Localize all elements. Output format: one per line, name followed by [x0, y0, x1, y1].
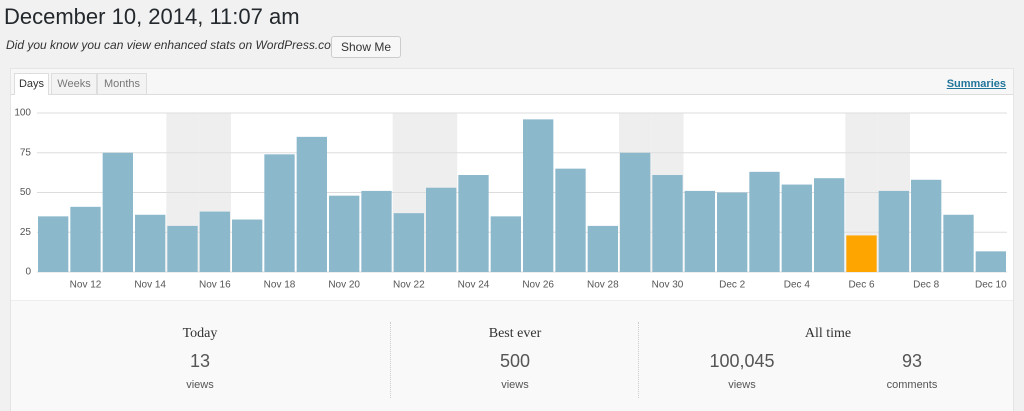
tab-bar	[11, 69, 1013, 95]
y-tick-label: 25	[20, 227, 32, 238]
stat-unit: comments	[886, 379, 938, 391]
bar	[232, 219, 263, 272]
page-title: December 10, 2014, 11:07 am	[4, 4, 300, 29]
x-tick-label: Dec 2	[719, 280, 746, 291]
x-tick-label: Dec 8	[913, 280, 940, 291]
stat-value: 93	[901, 351, 923, 371]
stat-unit: views	[501, 379, 529, 391]
bar	[717, 192, 748, 272]
x-tick-label: Nov 12	[70, 280, 102, 291]
bar	[426, 187, 457, 272]
bar	[70, 206, 101, 272]
tab[interactable]: Months	[97, 73, 147, 94]
stat-value: 500	[499, 351, 531, 371]
chart: 0 25 50 75 100 Nov 12 Nov 14 Nov 16 Nov 18 Nov 20…	[14, 108, 1007, 291]
x-tick-label: Nov 24	[458, 280, 490, 291]
x-tick-label: Dec 6	[848, 280, 875, 291]
separator	[390, 322, 391, 398]
bar	[264, 154, 295, 272]
bar	[943, 214, 974, 272]
x-tick-label: Dec 4	[784, 280, 811, 291]
bar	[555, 168, 586, 272]
x-tick-label: Nov 28	[587, 280, 619, 291]
x-tick-label: Nov 22	[393, 280, 425, 291]
bar	[102, 152, 133, 272]
y-tick-label: 75	[20, 147, 32, 158]
bar	[490, 216, 521, 272]
x-tick-label: Nov 26	[522, 280, 554, 291]
stat-label: All time	[804, 326, 852, 341]
bar	[620, 152, 651, 272]
x-tick-label: Nov 20	[328, 280, 360, 291]
summaries-link[interactable]: Summaries	[946, 78, 1006, 90]
stats-summary	[11, 300, 1013, 411]
bar	[878, 190, 909, 272]
y-tick-label: 0	[25, 267, 31, 278]
bar	[975, 251, 1006, 272]
x-tick-label: Nov 16	[199, 280, 231, 291]
bar	[911, 179, 942, 272]
bar	[393, 213, 424, 272]
notice: Did you know you can view enhanced stats…	[6, 38, 348, 52]
bar	[296, 136, 327, 272]
bar	[38, 216, 69, 272]
bar	[458, 175, 489, 272]
bar	[652, 175, 683, 272]
bar	[199, 211, 230, 272]
stat-label: Best ever	[488, 326, 542, 341]
bar	[523, 119, 554, 272]
bar	[329, 195, 360, 272]
x-tick-label: Nov 30	[652, 280, 684, 291]
tab[interactable]: Weeks	[51, 73, 97, 94]
bar	[587, 225, 618, 272]
x-tick-label: Nov 18	[264, 280, 296, 291]
stat-unit: views	[728, 379, 756, 391]
bar	[684, 190, 715, 272]
x-tick-label: Dec 10	[975, 280, 1007, 291]
x-tick-label: Nov 14	[134, 280, 166, 291]
separator	[638, 322, 639, 398]
bar	[361, 190, 392, 272]
y-tick-label: 50	[20, 187, 32, 198]
bar	[749, 171, 780, 272]
stat-value: 100,045	[709, 351, 775, 371]
bar	[167, 225, 198, 272]
bar	[846, 235, 877, 272]
tab[interactable]: Days	[14, 73, 49, 95]
bar	[781, 184, 812, 272]
bar	[814, 178, 845, 272]
stat-label: Today	[182, 326, 218, 341]
show-me-button[interactable]: Show Me	[331, 36, 401, 58]
stat-unit: views	[186, 379, 214, 391]
y-tick-label: 100	[14, 108, 31, 119]
stat-value: 13	[189, 351, 211, 371]
bar	[135, 214, 166, 272]
